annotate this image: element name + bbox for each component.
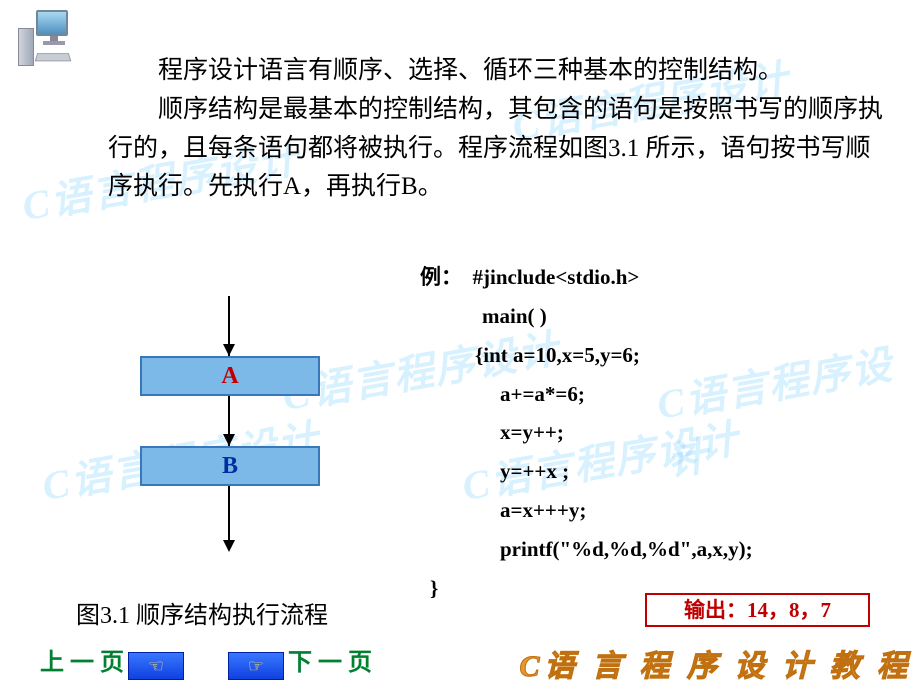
flow-box-a: A — [140, 356, 320, 396]
flow-arrow-head — [223, 540, 235, 552]
output-box: 输出：14，8，7 — [645, 593, 870, 627]
flow-arrow-head — [223, 434, 235, 446]
code-example: 例： #jinclude<stdio.h> main( ) {int a=10,… — [420, 258, 753, 608]
code-line: y=++x ; — [420, 452, 753, 491]
computer-icon — [18, 8, 78, 66]
next-page-label: 下 一 页 — [288, 650, 372, 676]
code-line: printf("%d,%d,%d",a,x,y); — [420, 530, 753, 569]
paragraph-1: 程序设计语言有顺序、选择、循环三种基本的控制结构。 — [108, 52, 888, 91]
footer-title: C语 言 程 序 设 计 教 程 — [519, 641, 912, 685]
figure-caption: 图3.1 顺序结构执行流程 — [76, 595, 328, 630]
prev-page-button[interactable]: ☜ — [128, 652, 184, 680]
code-line: x=y++; — [420, 413, 753, 452]
body-text: 程序设计语言有顺序、选择、循环三种基本的控制结构。 顺序结构是最基本的控制结构，… — [108, 52, 888, 207]
flow-box-b: B — [140, 446, 320, 486]
code-label: 例： — [420, 265, 462, 289]
paragraph-2: 顺序结构是最基本的控制结构，其包含的语句是按照书写的顺序执行的，且每条语句都将被… — [108, 91, 888, 207]
next-page-button[interactable]: ☞ — [228, 652, 284, 680]
code-line: main( ) — [420, 297, 753, 336]
code-line: a+=a*=6; — [420, 375, 753, 414]
flow-arrow-head — [223, 344, 235, 356]
flowchart: A B — [120, 296, 340, 576]
prev-page-label: 上 一 页 — [40, 650, 124, 676]
flow-arrow-segment — [228, 486, 230, 546]
code-line: {int a=10,x=5,y=6; — [420, 336, 753, 375]
code-line: #jinclude<stdio.h> — [473, 265, 640, 289]
code-line: a=x+++y; — [420, 491, 753, 530]
